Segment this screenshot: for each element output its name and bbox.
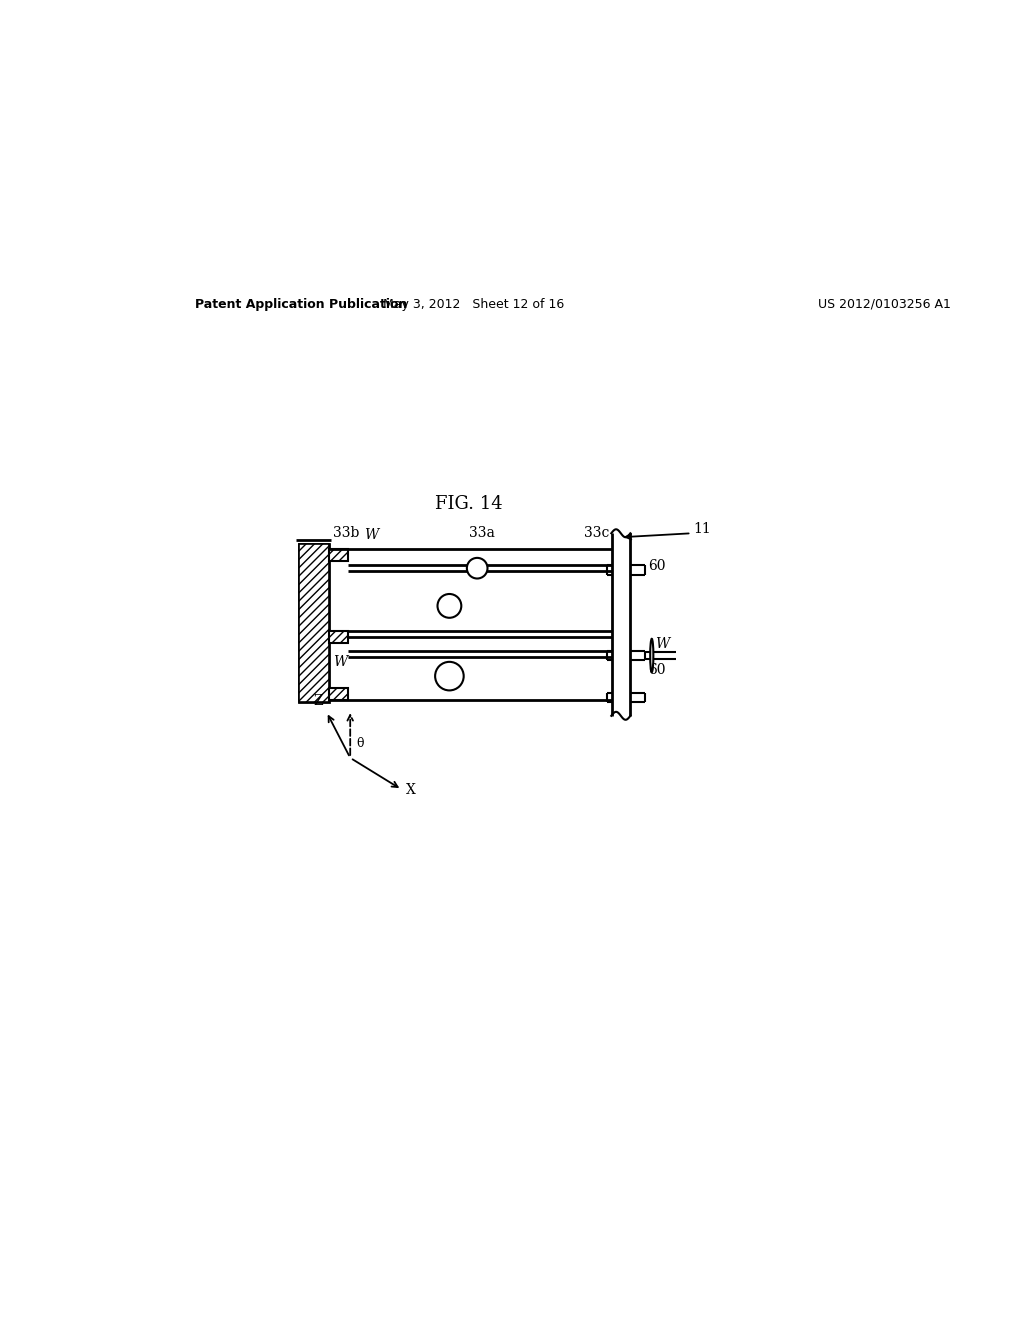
Circle shape — [435, 661, 464, 690]
Text: X: X — [407, 783, 416, 796]
Text: FIG. 14: FIG. 14 — [435, 495, 503, 513]
Text: Z: Z — [313, 694, 324, 709]
Text: θ: θ — [356, 737, 365, 750]
Text: 33a: 33a — [469, 525, 496, 540]
Text: W: W — [364, 528, 378, 543]
Bar — [329, 631, 348, 643]
Text: 33c: 33c — [584, 525, 609, 540]
Bar — [329, 549, 348, 561]
Circle shape — [437, 594, 461, 618]
Text: W: W — [333, 655, 347, 669]
Bar — [329, 688, 348, 700]
Bar — [329, 631, 348, 643]
Text: 60: 60 — [648, 558, 666, 573]
Bar — [329, 549, 348, 561]
Text: US 2012/0103256 A1: US 2012/0103256 A1 — [818, 297, 951, 310]
Bar — [299, 544, 329, 702]
Text: 60: 60 — [648, 663, 666, 677]
Text: May 3, 2012   Sheet 12 of 16: May 3, 2012 Sheet 12 of 16 — [383, 297, 564, 310]
Text: Patent Application Publication: Patent Application Publication — [196, 297, 408, 310]
Circle shape — [467, 558, 487, 578]
Text: W: W — [655, 636, 670, 651]
Text: 11: 11 — [693, 523, 711, 536]
Bar — [329, 688, 348, 700]
Bar — [299, 544, 329, 702]
Ellipse shape — [650, 639, 653, 672]
Text: 33b: 33b — [333, 525, 359, 540]
